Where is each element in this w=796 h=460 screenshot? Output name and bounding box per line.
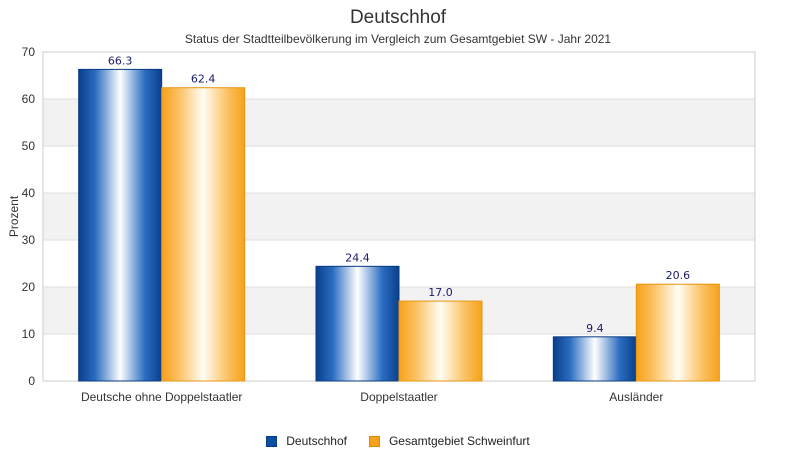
data-label: 9.4 [586,322,604,335]
y-tick-label: 40 [22,186,36,200]
y-tick-label: 70 [22,45,36,59]
y-tick-label: 60 [22,92,36,106]
category-label: Deutsche ohne Doppelstaatler [81,390,242,404]
legend-item-gesamtgebiet[interactable]: Gesamtgebiet Schweinfurt [368,434,530,448]
data-label: 20.6 [666,269,691,282]
y-tick-label: 50 [22,139,36,153]
y-tick-label: 20 [22,280,36,294]
y-tick-label: 30 [22,233,36,247]
legend: Deutschhof Gesamtgebiet Schweinfurt [0,434,796,448]
bar-gesamtgebiet[interactable] [398,300,483,382]
bar-deutschhof[interactable] [552,336,637,382]
legend-swatch-deutschhof [266,435,278,447]
category-label: Ausländer [609,390,663,404]
bar-deutschhof[interactable] [315,265,400,382]
y-tick-label: 10 [22,327,36,341]
data-label: 66.3 [108,54,133,67]
legend-item-deutschhof[interactable]: Deutschhof [266,434,347,448]
data-label: 24.4 [345,251,370,264]
category-label: Doppelstaatler [360,390,437,404]
data-label: 17.0 [428,286,453,299]
bar-chart: 0 10 20 30 40 50 60 70 Prozent 66.3 62.4 24.4 17.0… [7,45,756,404]
legend-swatch-gesamtgebiet [368,435,380,447]
bar-deutschhof[interactable] [78,68,163,382]
legend-label-deutschhof: Deutschhof [286,434,347,448]
y-tick-label: 0 [28,374,35,388]
bar-gesamtgebiet[interactable] [161,87,246,382]
chart-subtitle: Status der Stadtteilbevölkerung im Vergl… [184,32,612,46]
y-axis-label: Prozent [7,195,21,237]
data-label: 62.4 [191,73,216,86]
chart-title: Deutschhof [349,7,447,28]
bar-gesamtgebiet[interactable] [635,283,720,382]
legend-label-gesamtgebiet: Gesamtgebiet Schweinfurt [388,434,530,448]
